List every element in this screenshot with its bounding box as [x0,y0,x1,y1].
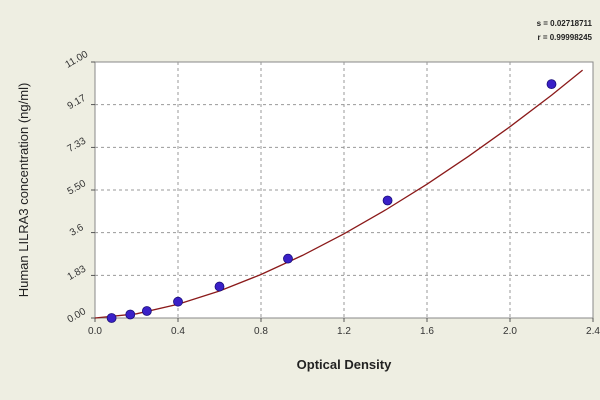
y-tick-label: 3.6 [68,222,86,239]
data-points [106,79,557,323]
data-point [125,309,136,320]
x-tick-label: 1.6 [420,326,434,337]
data-point [546,79,557,90]
data-point [382,195,393,206]
data-point [173,296,183,307]
x-tick-label: 0.4 [171,326,185,337]
data-point [141,306,152,316]
data-point [214,281,225,292]
fit-stat-r: r = 0.99998245 [538,33,593,42]
grid-lines [95,62,593,318]
y-axis-title: Human LILRA3 concentration (ng/ml) [16,83,31,298]
x-tick-label: 0.0 [88,326,102,337]
y-tick-label: 7.33 [66,135,89,154]
data-point [283,253,293,264]
x-axis-title: Optical Density [297,357,392,372]
y-tick-label: 1.83 [66,263,89,282]
y-tick-label: 11.00 [63,49,90,71]
x-tick-label: 0.8 [254,326,268,337]
axes [91,61,594,322]
y-tick-label: 5.50 [66,178,89,197]
y-tick-label: 9.17 [66,93,89,112]
x-tick-label: 2.0 [503,326,517,337]
fit-stat-s: s = 0.02718711 [537,19,593,28]
x-tick-label: 1.2 [337,326,351,337]
data-point [106,313,117,323]
x-tick-label: 2.4 [586,326,600,337]
y-tick-label: 0.00 [66,306,89,325]
